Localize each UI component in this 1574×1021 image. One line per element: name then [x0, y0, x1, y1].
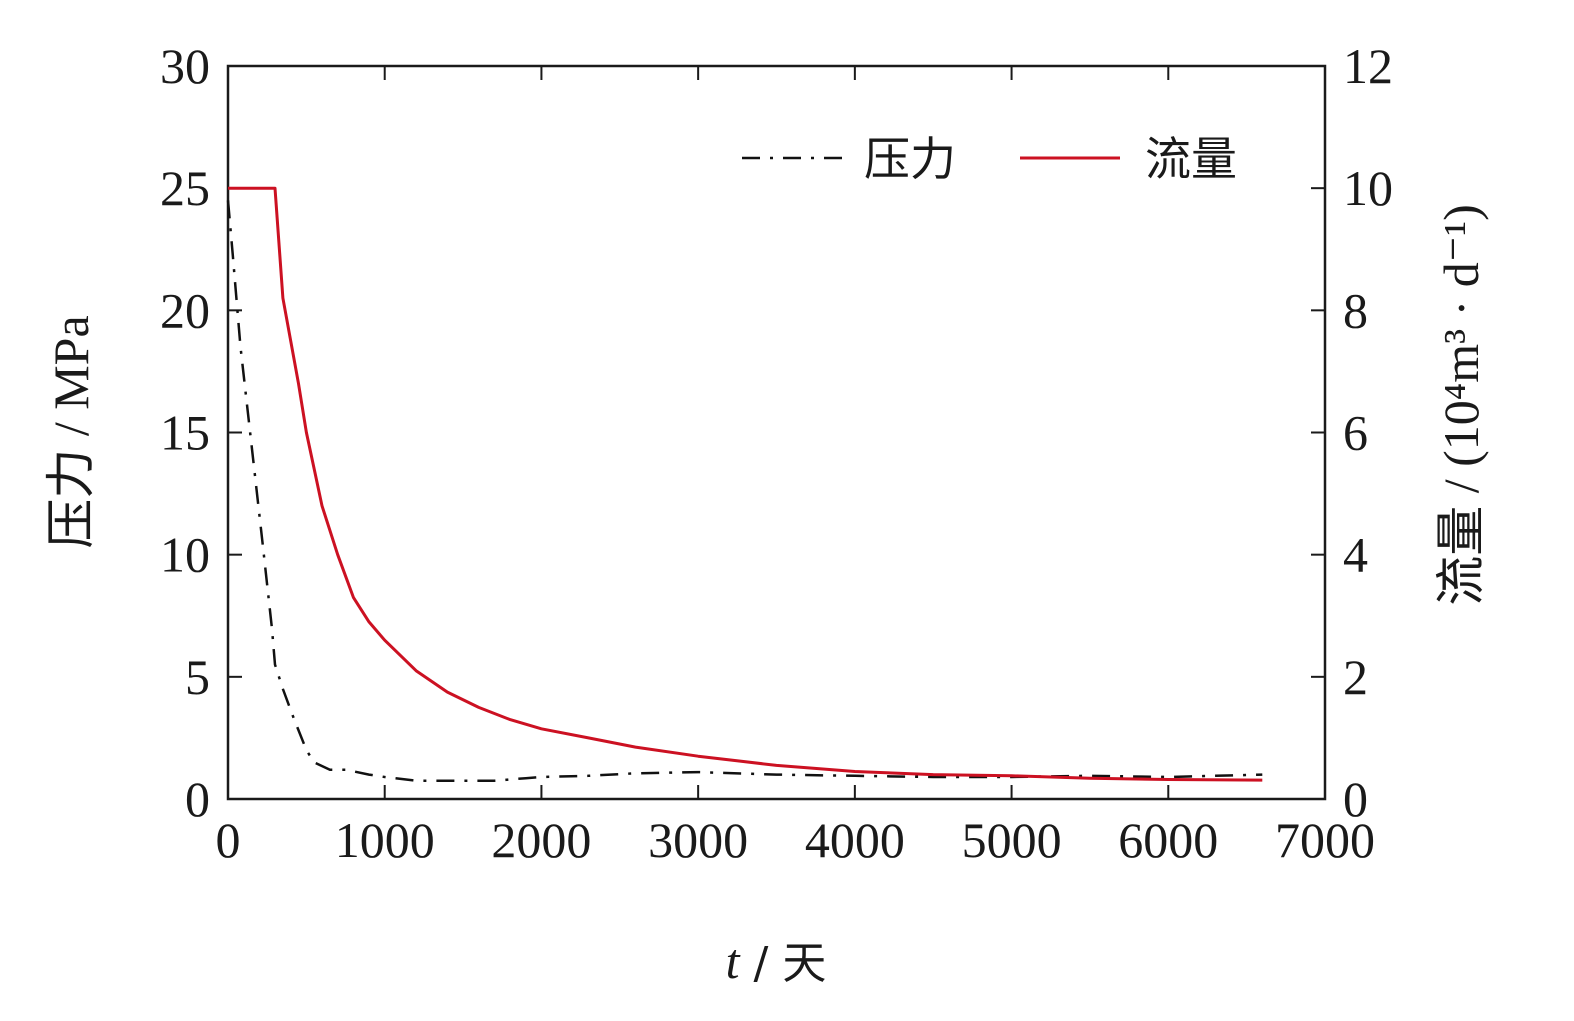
flow-series-line [228, 186, 1263, 782]
x-tick-label: 0 [216, 812, 241, 868]
x-tick-label: 2000 [491, 812, 591, 868]
right-y-tick-label: 10 [1343, 160, 1393, 216]
right-y-tick-label: 6 [1343, 405, 1368, 461]
left-y-tick-label: 0 [185, 771, 210, 827]
left-y-axis-title: 压力 / MPa [43, 315, 99, 548]
series-layer [226, 186, 1263, 782]
legend: 压力 流量 [742, 132, 1237, 186]
x-tick-label: 7000 [1275, 812, 1375, 868]
pressure-series-line [226, 200, 1263, 782]
left-y-tick-label: 5 [185, 649, 210, 705]
right-y-tick-label: 12 [1343, 38, 1393, 94]
x-tick-label: 5000 [962, 812, 1062, 868]
legend-label-pressure: 压力 [864, 132, 956, 186]
right-y-axis-title: 流量 / (10⁴m³ · d⁻¹) [1433, 204, 1489, 606]
x-tick-label: 1000 [335, 812, 435, 868]
left-y-tick-label: 30 [160, 38, 210, 94]
x-axis-title: t / 天 [726, 933, 827, 989]
legend-label-flow: 流量 [1145, 132, 1237, 186]
left-y-tick-label: 15 [160, 405, 210, 461]
left-y-tick-label: 20 [160, 282, 210, 338]
x-axis-title-variable: t [726, 933, 741, 989]
right-y-axis-ticks: 0 2 4 6 8 10 12 [1311, 38, 1393, 827]
right-y-tick-label: 0 [1343, 771, 1368, 827]
right-y-tick-label: 8 [1343, 282, 1368, 338]
left-y-axis-ticks: 0 5 10 15 20 25 30 [160, 38, 242, 827]
left-y-tick-label: 10 [160, 527, 210, 583]
x-tick-label: 6000 [1118, 812, 1218, 868]
right-y-tick-label: 2 [1343, 649, 1368, 705]
x-axis-ticks: 0 1000 2000 3000 4000 5000 6000 7000 [216, 66, 1375, 868]
x-axis-title-unit: / 天 [740, 938, 827, 989]
left-y-tick-label: 25 [160, 160, 210, 216]
x-tick-label: 3000 [648, 812, 748, 868]
right-y-tick-label: 4 [1343, 527, 1368, 583]
x-tick-label: 4000 [805, 812, 905, 868]
